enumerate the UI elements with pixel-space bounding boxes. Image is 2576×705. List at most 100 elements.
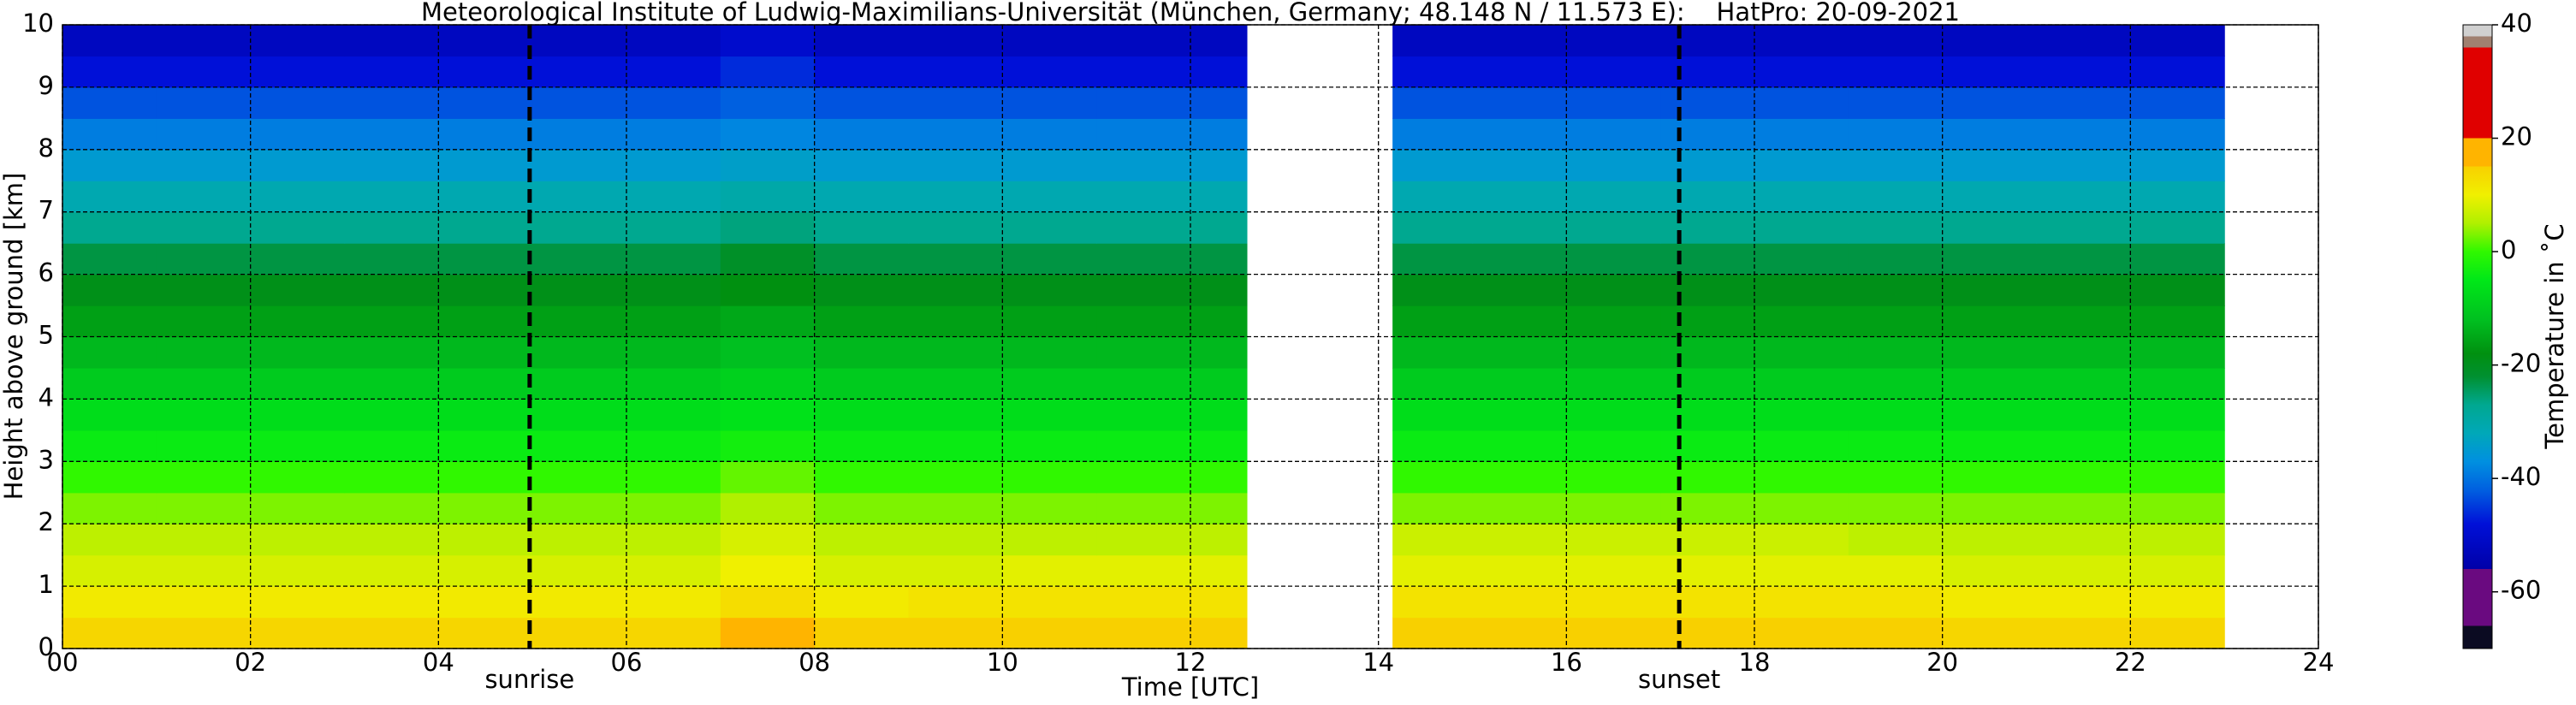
- heatmap-cell: [156, 524, 252, 556]
- heatmap-cell: [1754, 25, 1849, 57]
- heatmap-cell: [1848, 25, 1944, 57]
- heatmap-cell: [1942, 492, 2038, 524]
- heatmap-cell: [1392, 149, 1474, 181]
- heatmap-cell: [62, 181, 157, 213]
- heatmap-cell: [2130, 305, 2225, 338]
- heatmap-cell: [62, 461, 157, 494]
- heatmap-cell: [908, 118, 1003, 151]
- heatmap-cell: [720, 118, 816, 151]
- heatmap-cell: [1942, 367, 2038, 400]
- heatmap-cell: [908, 586, 1003, 619]
- heatmap-cell: [1392, 118, 1474, 151]
- heatmap-cell: [720, 336, 816, 369]
- heatmap-cell: [1096, 367, 1191, 400]
- heatmap-cell: [814, 336, 910, 369]
- heatmap-cell: [438, 243, 533, 275]
- heatmap-cell: [1660, 305, 1755, 338]
- heatmap-cell: [156, 336, 252, 369]
- heatmap-cell: [1848, 430, 1944, 462]
- heatmap-cell: [1754, 305, 1849, 338]
- heatmap-cell: [2036, 118, 2131, 151]
- heatmap-cell: [626, 305, 721, 338]
- heatmap-cell: [1392, 25, 1474, 57]
- heatmap-cell: [1002, 211, 1097, 244]
- heatmap-cell: [1566, 274, 1661, 306]
- heatmap-cell: [1942, 554, 2038, 587]
- heatmap-cell: [2036, 492, 2131, 524]
- heatmap-cell: [344, 367, 439, 400]
- heatmap-cell: [62, 492, 157, 524]
- heatmap-cell: [156, 430, 252, 462]
- heatmap-cell: [1096, 118, 1191, 151]
- heatmap-cell: [62, 305, 157, 338]
- heatmap-cell: [532, 56, 627, 88]
- heatmap-cell: [1566, 118, 1661, 151]
- heatmap-cell: [1392, 243, 1474, 275]
- heatmap-cell: [2036, 56, 2131, 88]
- heatmap-cell: [1848, 118, 1944, 151]
- x-tick-label: 06: [611, 648, 643, 677]
- heatmap-cell: [62, 336, 157, 369]
- heatmap-cell: [532, 181, 627, 213]
- heatmap-cell: [250, 586, 346, 619]
- heatmap-cell: [814, 86, 910, 119]
- heatmap-cell: [62, 367, 157, 400]
- heatmap-cell: [1566, 430, 1661, 462]
- heatmap-cell: [250, 56, 346, 88]
- heatmap-cell: [1754, 56, 1849, 88]
- heatmap-cell: [2036, 399, 2131, 431]
- heatmap-cell: [344, 399, 439, 431]
- heatmap-cell: [814, 25, 910, 57]
- heatmap-cell: [2036, 524, 2131, 556]
- heatmap-cell: [2130, 492, 2225, 524]
- y-tick-label: 4: [39, 382, 54, 412]
- plot-frame: [62, 24, 2319, 649]
- heatmap-cell: [2036, 586, 2131, 619]
- heatmap-cell: [1848, 181, 1944, 213]
- heatmap-cell: [1392, 554, 1474, 587]
- y-tick-label: 6: [39, 258, 54, 287]
- heatmap-cell: [720, 274, 816, 306]
- heatmap-cell: [626, 430, 721, 462]
- heatmap-cell: [1472, 430, 1567, 462]
- heatmap-cell: [1472, 149, 1567, 181]
- heatmap-cell: [344, 181, 439, 213]
- heatmap-cell: [1002, 492, 1097, 524]
- heatmap-cell: [626, 399, 721, 431]
- heatmap-cell: [532, 149, 627, 181]
- heatmap-cell: [1472, 617, 1567, 649]
- heatmap-cell: [1190, 336, 1248, 369]
- heatmap-cell: [1472, 461, 1567, 494]
- heatmap-cell: [1660, 243, 1755, 275]
- heatmap-cell: [1754, 274, 1849, 306]
- heatmap-cell: [1002, 305, 1097, 338]
- heatmap-cell: [344, 554, 439, 587]
- heatmap-cell: [1566, 461, 1661, 494]
- heatmap-cell: [1848, 617, 1944, 649]
- heatmap-cell: [438, 181, 533, 213]
- heatmap-cell: [908, 86, 1003, 119]
- colorbar-tick-label: 40: [2501, 9, 2532, 38]
- heatmap-cell: [908, 617, 1003, 649]
- heatmap-cell: [250, 181, 346, 213]
- heatmap-cell: [814, 243, 910, 275]
- heatmap-cell: [2130, 211, 2225, 244]
- heatmap-cell: [1472, 367, 1567, 400]
- heatmap-cell: [814, 149, 910, 181]
- heatmap-cell: [1942, 211, 2038, 244]
- heatmap-cell: [532, 430, 627, 462]
- heatmap-cell: [1392, 367, 1474, 400]
- heatmap-cell: [626, 367, 721, 400]
- heatmap-cell: [2036, 274, 2131, 306]
- heatmap-cell: [438, 25, 533, 57]
- colorbar-tick-label: -20: [2501, 349, 2541, 378]
- heatmap-cell: [2036, 149, 2131, 181]
- heatmap-cell: [908, 430, 1003, 462]
- y-tick-label: 9: [39, 71, 54, 100]
- heatmap-cell: [344, 274, 439, 306]
- heatmap-cell: [532, 305, 627, 338]
- heatmap-cell: [908, 56, 1003, 88]
- heatmap-cell: [532, 25, 627, 57]
- heatmap-cell: [438, 56, 533, 88]
- heatmap-cell: [2036, 86, 2131, 119]
